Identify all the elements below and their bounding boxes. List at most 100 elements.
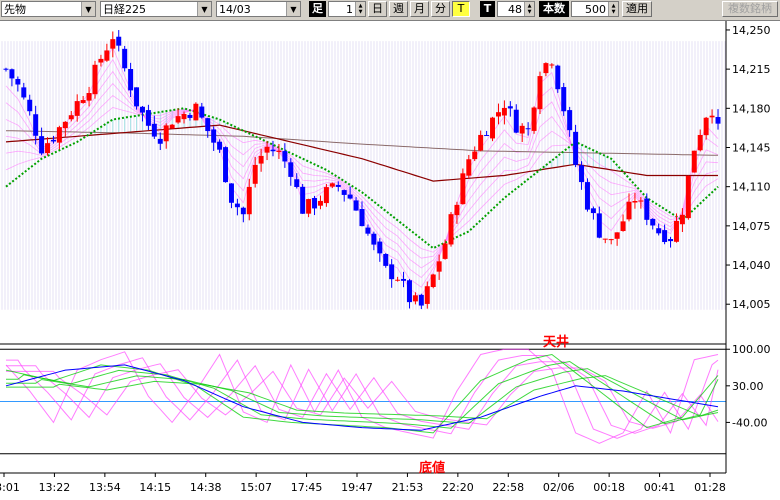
candle-body: [602, 238, 608, 240]
candle-body: [169, 124, 175, 129]
osc-tick-label: 100.00: [732, 343, 771, 356]
candle-body: [294, 179, 300, 187]
market-select[interactable]: 先物 ▼: [1, 1, 96, 17]
spin-arrows-icon[interactable]: ▲ ▼: [355, 2, 365, 16]
candle-body: [537, 76, 543, 110]
time-tick-label: 21:53: [392, 481, 424, 494]
candle-body: [341, 190, 347, 195]
candle-body: [454, 204, 460, 216]
time-tick-label: 22:20: [442, 481, 474, 494]
candle-body: [187, 114, 193, 118]
candle-body: [98, 58, 104, 63]
bars-stepper[interactable]: 500 ▲ ▼: [571, 1, 619, 17]
candle-body: [573, 131, 579, 165]
candle-body: [329, 183, 335, 187]
candle-body: [383, 253, 389, 266]
osc-tick-label: 30.00: [732, 380, 764, 393]
candle-body: [626, 201, 632, 220]
candle-body: [3, 68, 9, 70]
candle-body: [584, 182, 590, 210]
ashi-label: 足: [309, 1, 326, 17]
candle-body: [74, 101, 80, 116]
candle-body: [525, 128, 531, 130]
tick-button[interactable]: T: [452, 1, 470, 17]
osc-green-line: [6, 360, 719, 429]
apply-button[interactable]: 適用: [622, 1, 652, 17]
candle-body: [507, 106, 513, 109]
time-tick-label: 01:28: [694, 481, 726, 494]
candle-body: [495, 112, 501, 117]
compare-symbols-button[interactable]: 複数銘柄: [722, 1, 778, 17]
candle-body: [134, 87, 140, 107]
candle-body: [92, 64, 98, 95]
bars-label: 本数: [539, 1, 569, 17]
annotation-top: 天井: [543, 334, 569, 350]
chart-area[interactable]: 14,250 14,215 14,180 14,145 14,110 14,075 14,0…: [0, 21, 780, 500]
day-button[interactable]: 日: [368, 1, 387, 17]
contract-select[interactable]: 14/03 ▼: [216, 1, 301, 17]
candle-body: [116, 36, 122, 46]
candle-body: [104, 50, 110, 61]
candle-body: [549, 64, 555, 66]
minute-button[interactable]: 分: [431, 1, 450, 17]
candle-body: [478, 134, 484, 151]
index-select[interactable]: 日経225 ▼: [100, 1, 212, 17]
price-tick-label: 14,075: [732, 220, 771, 233]
time-tick-label: 00:18: [593, 481, 625, 494]
candle-body: [490, 117, 496, 139]
candle-body: [157, 138, 163, 144]
spin-arrows-icon[interactable]: ▲ ▼: [608, 2, 618, 16]
price-tick-label: 14,250: [732, 24, 771, 37]
toolbar: 先物 ▼ 日経225 ▼ 14/03 ▼ 足 1 ▲ ▼ 日 週 月 分 T T …: [0, 0, 780, 21]
candle-body: [650, 218, 656, 226]
candle-body: [608, 239, 614, 241]
ribbon-line: [5, 107, 719, 253]
price-tick-label: 14,005: [732, 298, 771, 311]
candle-body: [240, 207, 246, 215]
osc-green-line: [6, 368, 719, 425]
candle-body: [56, 127, 62, 143]
time-tick-label: 14:38: [190, 481, 222, 494]
price-tick-label: 14,040: [732, 259, 771, 272]
oscillator-axis: 100.00 30.00 -40.00: [726, 343, 771, 429]
candle-body: [436, 261, 442, 272]
candle-body: [323, 187, 329, 204]
price-tick-label: 14,215: [732, 63, 771, 76]
candle-body: [691, 150, 697, 173]
period-stepper[interactable]: 1 ▲ ▼: [328, 1, 366, 17]
candle-body: [424, 286, 430, 304]
chevron-down-icon[interactable]: ▼: [286, 2, 300, 16]
candle-body: [211, 129, 217, 143]
candle-body: [110, 39, 116, 49]
candle-body: [217, 141, 223, 150]
candle-body: [448, 214, 454, 245]
candle-body: [246, 186, 252, 215]
candle-body: [406, 280, 412, 303]
spin-arrows-icon[interactable]: ▲ ▼: [524, 2, 534, 16]
candle-body: [377, 241, 383, 254]
candlestick-series: [3, 30, 721, 310]
candle-body: [163, 125, 169, 142]
candle-body: [513, 109, 519, 133]
osc-tick-label: -40.00: [732, 416, 767, 429]
candle-body: [501, 107, 507, 116]
week-button[interactable]: 週: [389, 1, 408, 17]
candle-body: [50, 139, 56, 142]
price-tick-label: 14,110: [732, 181, 771, 194]
candle-body: [365, 227, 371, 234]
t-value: 48: [508, 2, 522, 16]
time-tick-label: 00:41: [644, 481, 676, 494]
candle-body: [395, 279, 401, 281]
candle-body: [175, 116, 181, 123]
candle-body: [579, 165, 585, 183]
index-value: 日経225: [103, 3, 146, 16]
chevron-down-icon[interactable]: ▼: [197, 2, 211, 16]
price-tick-label: 14,180: [732, 102, 771, 115]
chevron-down-icon[interactable]: ▼: [81, 2, 95, 16]
month-button[interactable]: 月: [410, 1, 429, 17]
candle-body: [567, 110, 573, 131]
candle-body: [484, 135, 490, 137]
candle-body: [68, 115, 74, 120]
candle-body: [347, 194, 353, 199]
t-stepper[interactable]: 48 ▲ ▼: [497, 1, 535, 17]
